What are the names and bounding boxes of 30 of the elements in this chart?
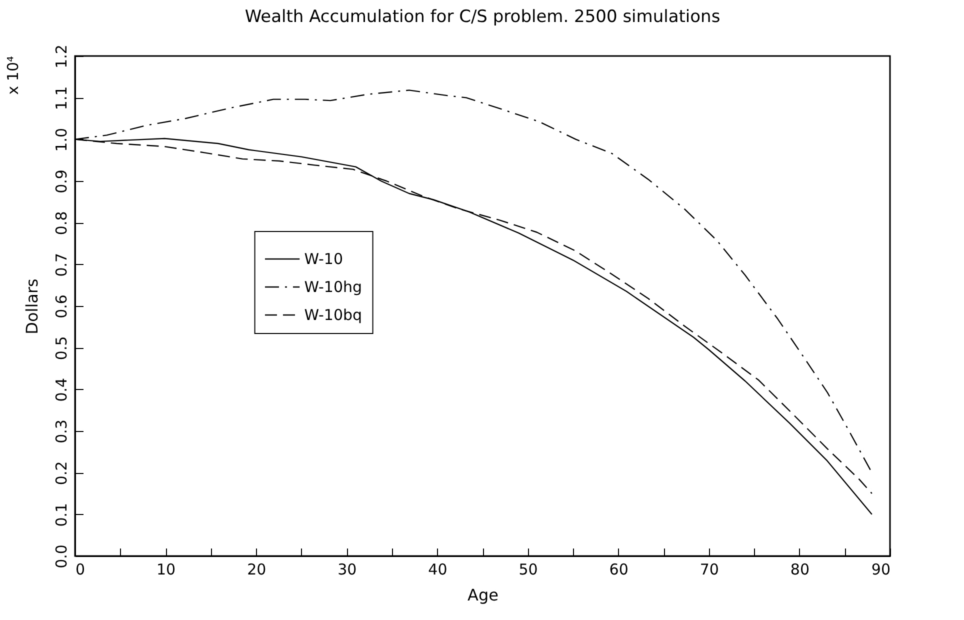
y-tick-label: 0.3 [52, 420, 70, 444]
y-tick-label: 0.1 [52, 502, 70, 527]
y-axis-title: Dollars [22, 278, 42, 334]
y-tick-label: 0.9 [52, 170, 70, 194]
x-tick-label: 50 [518, 560, 538, 578]
x-tick-label: 90 [871, 560, 890, 578]
x-tick-label: 0 [76, 560, 86, 578]
x-tick-label: 40 [428, 560, 448, 578]
y-tick-label: 0.7 [52, 252, 70, 277]
y-tick-label: 0.6 [52, 294, 70, 318]
x-tick-label: 30 [338, 560, 357, 578]
y-tick-label: 0.8 [52, 211, 70, 236]
y-tick-label: 0.0 [52, 544, 70, 568]
text: x 10⁴ [4, 56, 22, 95]
legend-label: W-10 [304, 250, 344, 268]
x-axis-title: Age [468, 586, 498, 604]
x-tick-label: 70 [700, 560, 719, 578]
y-tick-label: 1.1 [52, 86, 70, 110]
x-tick-label: 10 [156, 560, 176, 578]
y-tick-label: 0.4 [52, 378, 70, 402]
x-tick-label: 80 [790, 560, 810, 578]
y-tick-label: 1.2 [52, 44, 70, 68]
y-tick-label: 0.2 [52, 461, 70, 486]
legend-label: W-10hg [304, 278, 362, 296]
y-tick-label: 1.0 [52, 128, 70, 152]
chart-title: Wealth Accumulation for C/S problem. 2500 simulations [244, 7, 720, 28]
legend-label: W-10bq [304, 306, 362, 324]
x-tick-label: 20 [247, 560, 266, 578]
x-tick-label: 60 [609, 560, 628, 578]
y-tick-label: 0.5 [52, 336, 70, 360]
